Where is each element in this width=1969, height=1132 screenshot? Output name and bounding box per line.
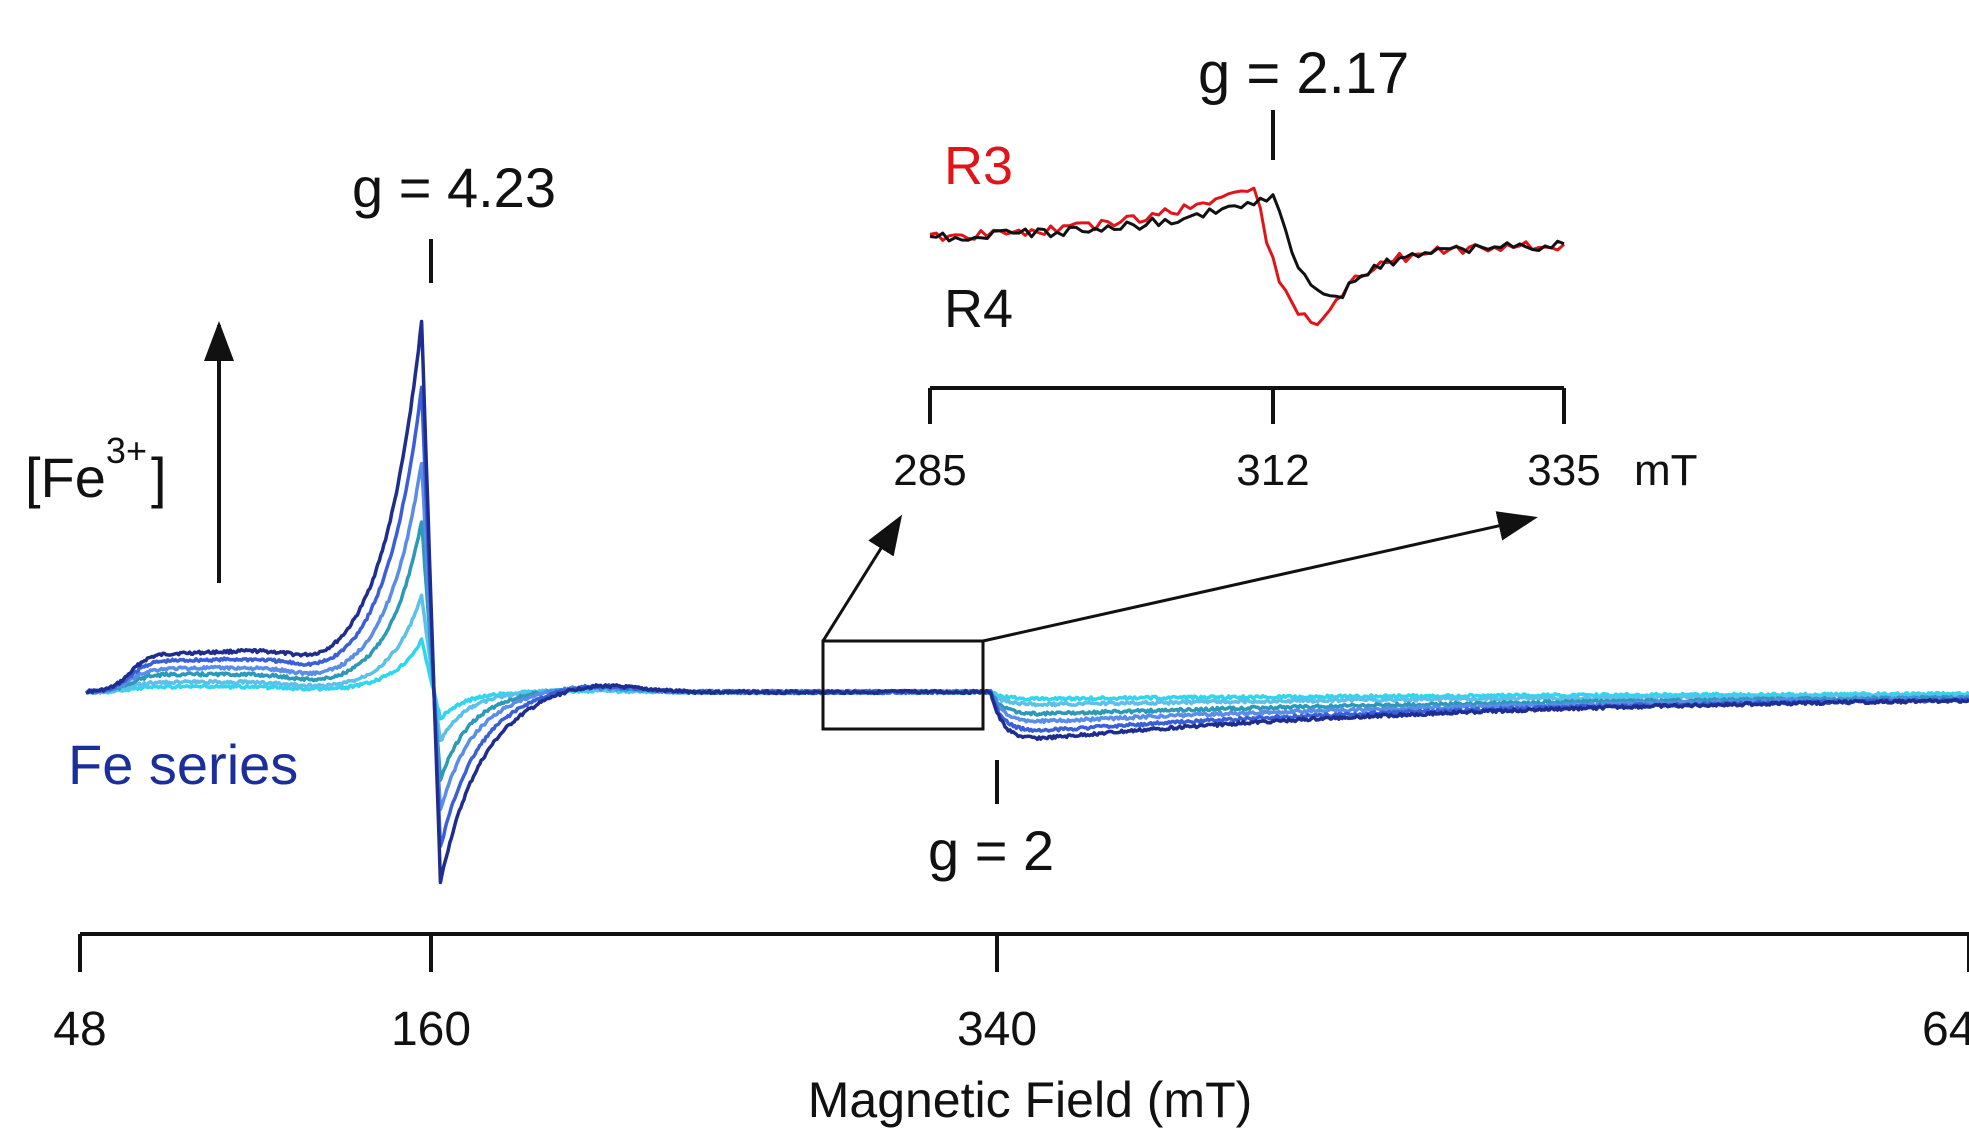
fe-series-trace (85, 637, 1969, 721)
inset-tick-label: 285 (893, 446, 966, 495)
x-axis: 48 160 340 640 (53, 932, 1969, 1056)
inset-tick-label: 312 (1236, 446, 1309, 495)
g217-label: g = 2.17 (1198, 41, 1409, 106)
x-axis-title: Magnetic Field (mT) (808, 1072, 1253, 1128)
zoom-region-box (821, 639, 985, 731)
fe-series-label: Fe series (68, 733, 298, 796)
fe-series-trace (86, 319, 1969, 885)
inset-traces (929, 186, 1566, 327)
x-tick-label: 340 (957, 1003, 1037, 1056)
main-spectrum-traces (84, 319, 1969, 885)
inset-x-axis: 285 312 335 (893, 386, 1601, 495)
g423-label: g = 4.23 (352, 156, 556, 219)
fe-series-trace (85, 461, 1969, 812)
y-axis-label: [Fe3+] (25, 430, 167, 509)
x-tick-label: 640 (1922, 1003, 1969, 1056)
x-tick-label: 160 (391, 1003, 471, 1056)
inset-legend-r3: R3 (944, 136, 1013, 196)
fe-series-trace (86, 520, 1969, 782)
inset-tick-label: 335 (1527, 446, 1600, 495)
g2-label: g = 2 (928, 819, 1054, 882)
inset-zoom-plot: g = 2.17 R3 R4 285 312 335 mT (893, 41, 1697, 495)
inset-legend-r4: R4 (944, 279, 1013, 339)
x-tick-label: 48 (53, 1003, 106, 1056)
zoom-arrow-left (821, 514, 903, 642)
inset-trace-r4 (929, 193, 1565, 300)
fe-series-trace (85, 593, 1969, 743)
inset-unit-label: mT (1634, 446, 1698, 495)
zoom-arrow-right (982, 511, 1538, 643)
inset-trace-r3 (929, 186, 1566, 327)
